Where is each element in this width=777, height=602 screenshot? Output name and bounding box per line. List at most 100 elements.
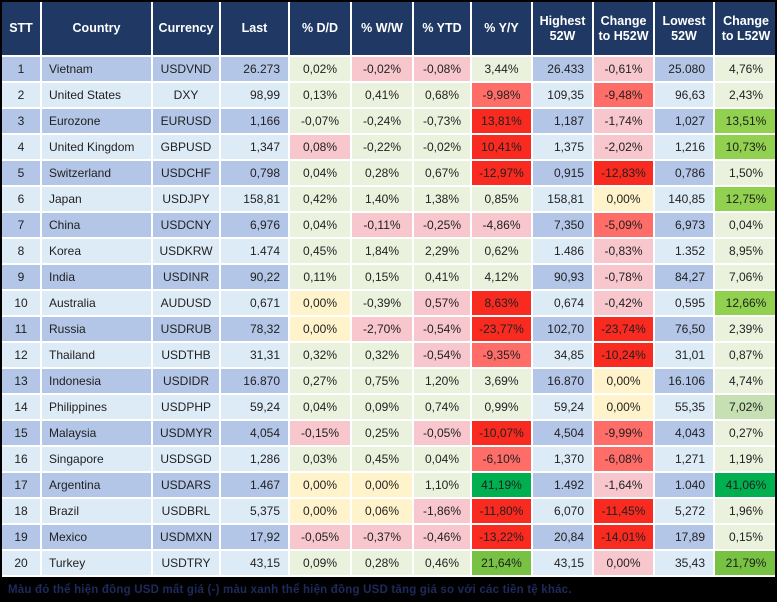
cell-high-52w: 102,70 (531, 315, 594, 343)
cell-high-52w: 16.870 (531, 367, 594, 395)
table-row: 19 Mexico USDMXN 17,92 -0,05% -0,37% -0,46% -13… (0, 523, 777, 551)
cell-high-52w: 34,85 (531, 341, 594, 369)
cell-pct-chg-h52w: -9,48% (592, 81, 655, 109)
cell-low-52w: 55,35 (653, 393, 715, 421)
cell-pct-ww: 0,28% (350, 159, 414, 187)
cell-pct-ytd: -1,86% (412, 497, 472, 525)
cell-pct-yy: 41,19% (470, 471, 533, 499)
cell-pct-dd: 0,04% (288, 393, 352, 421)
cell-pct-dd: -0,05% (288, 523, 352, 551)
cell-pct-chg-h52w: -23,74% (592, 315, 655, 343)
cell-last: 6,976 (219, 211, 290, 239)
cell-currency: AUDUSD (151, 289, 221, 317)
table-row: 16 Singapore USDSGD 1,286 0,03% 0,45% 0,04% -6,… (0, 445, 777, 473)
cell-low-52w: 84,27 (653, 263, 715, 291)
cell-pct-ww: -0,02% (350, 55, 414, 83)
cell-pct-yy: -6,10% (470, 445, 533, 473)
cell-pct-ww: -0,22% (350, 133, 414, 161)
table-row: 15 Malaysia USDMYR 4,054 -0,15% 0,25% -0,05% -1… (0, 419, 777, 447)
cell-pct-chg-l52w: 1,50% (713, 159, 777, 187)
cell-pct-dd: 0,00% (288, 497, 352, 525)
cell-pct-chg-h52w: 0,00% (592, 393, 655, 421)
cell-stt: 3 (0, 107, 42, 135)
cell-pct-chg-h52w: -0,83% (592, 237, 655, 265)
cell-low-52w: 1,216 (653, 133, 715, 161)
cell-pct-chg-l52w: 0,15% (713, 523, 777, 551)
cell-high-52w: 43,15 (531, 549, 594, 577)
cell-currency: USDJPY (151, 185, 221, 213)
table-row: 8 Korea USDKRW 1.474 0,45% 1,84% 2,29% 0,62% 1.4… (0, 237, 777, 265)
cell-pct-ytd: 0,74% (412, 393, 472, 421)
cell-high-52w: 109,35 (531, 81, 594, 109)
cell-pct-chg-l52w: 8,95% (713, 237, 777, 265)
cell-pct-yy: 8,63% (470, 289, 533, 317)
cell-pct-dd: -0,07% (288, 107, 352, 135)
cell-high-52w: 1,370 (531, 445, 594, 473)
cell-pct-dd: 0,00% (288, 315, 352, 343)
cell-stt: 2 (0, 81, 42, 109)
cell-pct-dd: 0,13% (288, 81, 352, 109)
cell-country: China (40, 211, 153, 239)
cell-pct-yy: -9,98% (470, 81, 533, 109)
table-row: 12 Thailand USDTHB 31,31 0,32% 0,32% -0,54% -9,… (0, 341, 777, 369)
cell-last: 0,798 (219, 159, 290, 187)
cell-low-52w: 0,786 (653, 159, 715, 187)
cell-pct-chg-h52w: -1,64% (592, 471, 655, 499)
col-header-pct-dd: % D/D (288, 0, 352, 57)
cell-pct-ytd: -0,54% (412, 315, 472, 343)
cell-currency: USDCHF (151, 159, 221, 187)
col-header-country: Country (40, 0, 153, 57)
cell-high-52w: 6,070 (531, 497, 594, 525)
cell-country: Malaysia (40, 419, 153, 447)
cell-pct-yy: -9,35% (470, 341, 533, 369)
cell-high-52w: 0,915 (531, 159, 594, 187)
cell-pct-yy: 21,64% (470, 549, 533, 577)
cell-pct-yy: 4,12% (470, 263, 533, 291)
cell-pct-ww: 0,32% (350, 341, 414, 369)
cell-pct-chg-h52w: -0,78% (592, 263, 655, 291)
cell-pct-chg-h52w: -5,09% (592, 211, 655, 239)
cell-pct-ytd: -0,25% (412, 211, 472, 239)
cell-pct-chg-h52w: -9,99% (592, 419, 655, 447)
cell-pct-chg-l52w: 1,96% (713, 497, 777, 525)
cell-high-52w: 0,674 (531, 289, 594, 317)
cell-stt: 19 (0, 523, 42, 551)
cell-pct-chg-l52w: 13,51% (713, 107, 777, 135)
table-row: 11 Russia USDRUB 78,32 0,00% -2,70% -0,54% -23,… (0, 315, 777, 343)
footer-empty-cell (713, 575, 777, 602)
cell-stt: 6 (0, 185, 42, 213)
cell-pct-chg-h52w: -2,02% (592, 133, 655, 161)
cell-low-52w: 76,50 (653, 315, 715, 343)
cell-pct-dd: 0,00% (288, 289, 352, 317)
cell-stt: 12 (0, 341, 42, 369)
cell-low-52w: 31,01 (653, 341, 715, 369)
col-header-pct-yy: % Y/Y (470, 0, 533, 57)
cell-last: 16.870 (219, 367, 290, 395)
cell-country: Switzerland (40, 159, 153, 187)
cell-pct-dd: 0,03% (288, 445, 352, 473)
cell-last: 90,22 (219, 263, 290, 291)
cell-pct-ytd: -0,08% (412, 55, 472, 83)
col-header-pct-chg-h52w: Change to H52W (592, 0, 655, 57)
cell-high-52w: 26.433 (531, 55, 594, 83)
cell-currency: USDMYR (151, 419, 221, 447)
table-row: 9 India USDINR 90,22 0,11% 0,15% 0,41% 4,12% 90,… (0, 263, 777, 291)
cell-pct-ww: 0,00% (350, 471, 414, 499)
cell-pct-ytd: -0,02% (412, 133, 472, 161)
cell-pct-chg-l52w: 4,74% (713, 367, 777, 395)
cell-country: Singapore (40, 445, 153, 473)
table-header-row: STT Country Currency Last% D/D% W/W% YTD% Y… (0, 0, 777, 57)
cell-currency: USDBRL (151, 497, 221, 525)
cell-last: 1.467 (219, 471, 290, 499)
cell-pct-chg-l52w: 10,73% (713, 133, 777, 161)
table-row: 2 United States DXY 98,99 0,13% 0,41% 0,68% -9,… (0, 81, 777, 109)
cell-last: 1,166 (219, 107, 290, 135)
cell-pct-ww: -0,24% (350, 107, 414, 135)
cell-stt: 13 (0, 367, 42, 395)
cell-pct-ytd: 0,04% (412, 445, 472, 473)
cell-pct-chg-h52w: -12,83% (592, 159, 655, 187)
cell-last: 98,99 (219, 81, 290, 109)
cell-pct-ytd: 0,41% (412, 263, 472, 291)
cell-pct-ww: 0,06% (350, 497, 414, 525)
